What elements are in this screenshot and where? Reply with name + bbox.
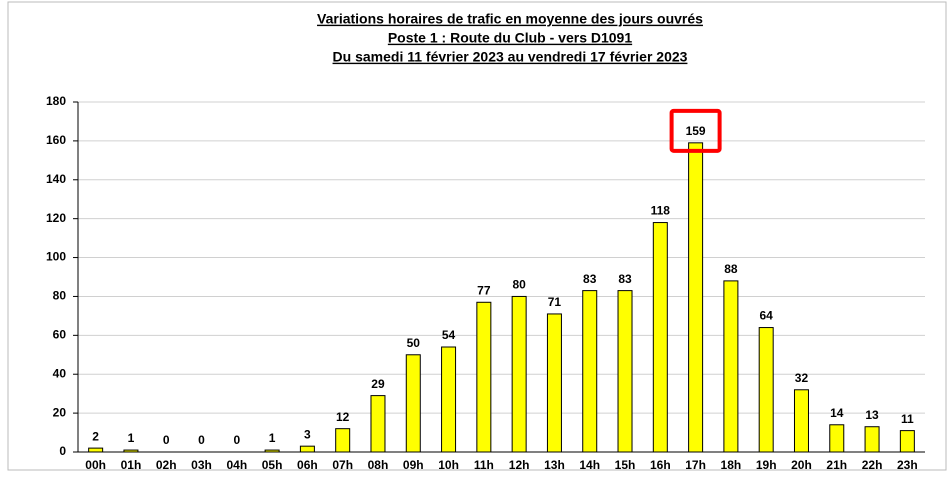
- data-label: 83: [618, 272, 632, 286]
- data-label: 88: [724, 262, 738, 276]
- data-label: 11: [901, 412, 914, 426]
- y-tick-label: 40: [53, 366, 67, 380]
- y-tick-label: 100: [46, 250, 66, 264]
- data-label: 29: [371, 377, 385, 391]
- bar: [123, 449, 139, 453]
- bar: [441, 346, 457, 453]
- x-tick-label: 04h: [226, 458, 247, 472]
- bar: [793, 389, 809, 453]
- x-tick-label: 08h: [368, 458, 389, 472]
- data-label: 54: [442, 328, 456, 342]
- bar: [299, 445, 315, 453]
- x-tick-label: 20h: [791, 458, 812, 472]
- x-tick-label: 07h: [332, 458, 353, 472]
- data-label: 0: [233, 433, 240, 447]
- data-label: 64: [760, 309, 774, 323]
- x-tick-label: 16h: [650, 458, 671, 472]
- x-tick-label: 03h: [191, 458, 212, 472]
- y-tick-label: 140: [46, 172, 66, 186]
- x-tick-label: 11h: [474, 458, 494, 472]
- bar: [476, 301, 492, 453]
- bar: [88, 447, 104, 453]
- data-label: 32: [795, 371, 809, 385]
- data-label: 3: [304, 427, 311, 441]
- y-tick-label: 20: [53, 405, 67, 419]
- x-tick-label: 18h: [721, 458, 742, 472]
- x-tick-label: 19h: [756, 458, 777, 472]
- x-tick-label: 12h: [509, 458, 530, 472]
- x-tick-label: 17h: [685, 458, 706, 472]
- data-label: 1: [269, 431, 276, 445]
- data-label: 83: [583, 272, 597, 286]
- chart-title: Variations horaires de trafic en moyenne…: [317, 11, 703, 27]
- x-tick-label: 15h: [615, 458, 636, 472]
- bar: [264, 449, 280, 453]
- x-tick-label: 06h: [297, 458, 318, 472]
- data-label: 159: [686, 124, 706, 138]
- bar: [723, 280, 739, 453]
- x-tick-label: 09h: [403, 458, 424, 472]
- y-tick-label: 80: [53, 289, 67, 303]
- data-label: 50: [407, 336, 421, 350]
- bar: [617, 290, 633, 453]
- data-label: 14: [830, 406, 844, 420]
- bar: [405, 354, 421, 453]
- bar: [652, 222, 668, 453]
- chart-subtitle: Poste 1 : Route du Club - vers D1091: [388, 30, 632, 46]
- bar: [758, 327, 774, 453]
- x-tick-label: 23h: [897, 458, 918, 472]
- data-label: 2: [92, 429, 99, 443]
- chart-subtitle: Du samedi 11 février 2023 au vendredi 17…: [333, 49, 688, 65]
- data-label: 1: [128, 431, 135, 445]
- data-label: 71: [548, 295, 562, 309]
- data-label: 0: [163, 433, 170, 447]
- bar: [899, 430, 915, 453]
- data-label: 13: [865, 408, 879, 422]
- y-tick-label: 60: [53, 328, 67, 342]
- data-label: 12: [336, 410, 350, 424]
- y-tick-label: 0: [59, 444, 66, 458]
- y-tick-label: 180: [46, 94, 66, 108]
- bar: [688, 142, 704, 453]
- y-tick-label: 120: [46, 211, 66, 225]
- x-tick-label: 00h: [85, 458, 106, 472]
- x-tick-label: 22h: [862, 458, 883, 472]
- data-label: 0: [198, 433, 205, 447]
- bar: [864, 426, 880, 453]
- bar: [546, 313, 562, 453]
- data-label: 118: [651, 204, 671, 218]
- data-label: 77: [477, 283, 491, 297]
- x-tick-label: 05h: [262, 458, 283, 472]
- x-tick-label: 21h: [826, 458, 847, 472]
- data-label: 80: [512, 278, 526, 292]
- y-tick-label: 160: [46, 133, 66, 147]
- bar: [829, 424, 845, 453]
- highlight-box: [669, 108, 722, 153]
- bar: [335, 428, 351, 453]
- x-tick-label: 14h: [579, 458, 600, 472]
- x-tick-label: 13h: [544, 458, 565, 472]
- x-tick-label: 02h: [156, 458, 177, 472]
- bar: [582, 290, 598, 453]
- frame: [7, 1, 947, 471]
- x-tick-label: 01h: [121, 458, 142, 472]
- x-tick-label: 10h: [438, 458, 459, 472]
- bar: [370, 395, 386, 453]
- bar: [511, 295, 527, 453]
